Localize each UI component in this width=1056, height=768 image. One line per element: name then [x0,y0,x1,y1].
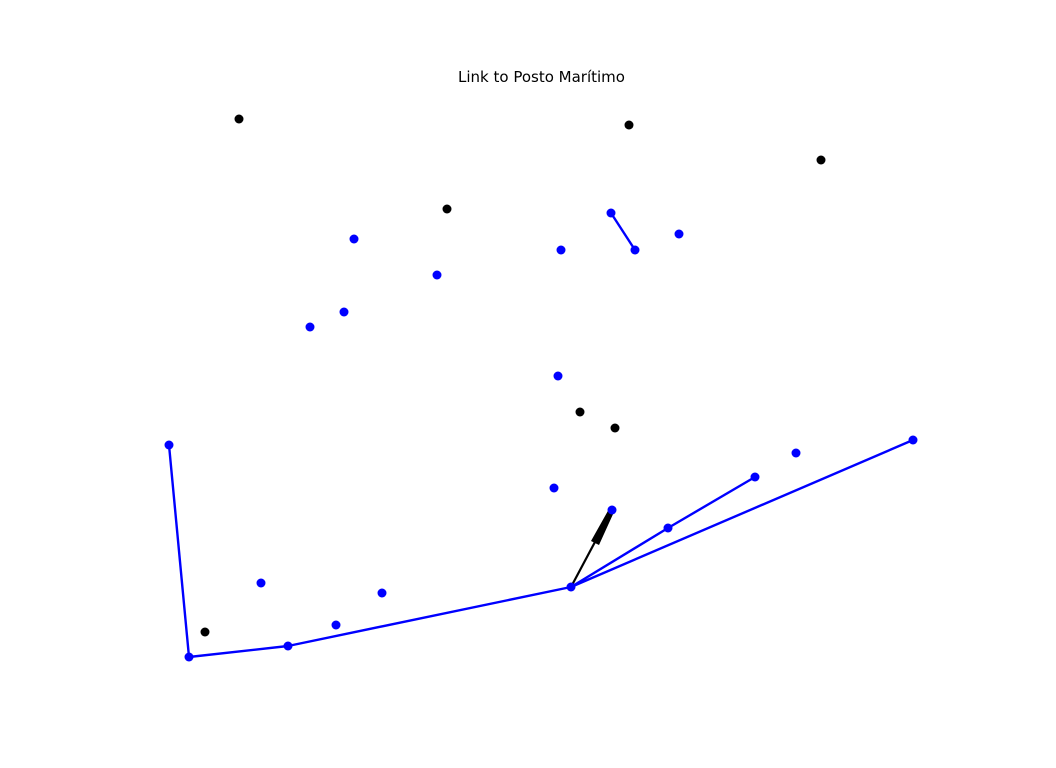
network-node-17 [566,582,576,592]
network-node-9 [553,371,563,381]
network-node-4 [606,208,616,218]
network-node-14 [750,472,760,482]
network-edge-1 [609,212,637,251]
network-node-3 [556,245,566,255]
other-node-7 [200,627,210,637]
network-node-2 [432,270,442,280]
other-node-5 [575,407,585,417]
network-node-13 [663,523,673,533]
edge-layer [167,212,914,659]
network-edge-5 [570,526,669,589]
network-node-7 [305,322,315,332]
other-node-2 [624,120,634,130]
network-node-12 [607,505,617,515]
network-node-21 [283,641,293,651]
network-node-1 [349,234,359,244]
network-edge-4 [287,585,572,648]
network-node-19 [377,588,387,598]
other-node-3 [816,155,826,165]
diagram-title: Link to Posto Marítimo [458,68,625,86]
network-node-8 [339,307,349,317]
network-node-18 [256,578,266,588]
other-node-6 [610,423,620,433]
network-node-22 [184,652,194,662]
network-node-5 [630,245,640,255]
network-edge-2 [167,444,191,658]
network-node-15 [791,448,801,458]
network-edge-3 [188,644,289,659]
network-node-20 [331,620,341,630]
network-edge-6 [667,475,756,530]
other-node-1 [234,114,244,124]
network-edge-7 [570,438,914,589]
node-layer [164,114,918,662]
network-node-10 [164,440,174,450]
network-node-11 [549,483,559,493]
network-node-6 [674,229,684,239]
highlighted-link-arrowhead [591,509,614,545]
other-node-4 [442,204,452,214]
highlight-layer [570,509,614,588]
network-node-16 [908,435,918,445]
